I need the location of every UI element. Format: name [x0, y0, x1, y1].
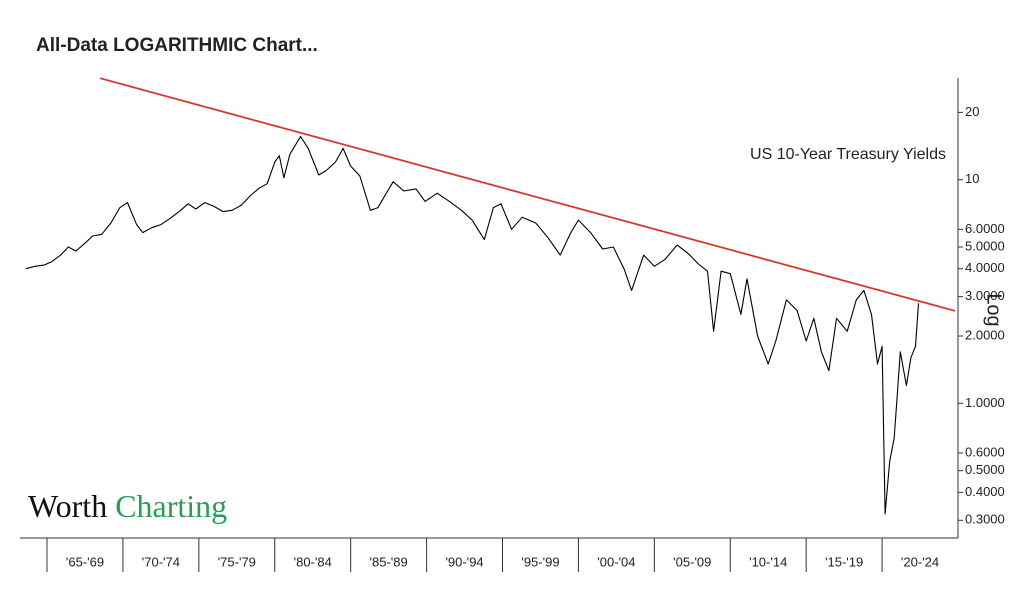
logo-text: Worth Charting	[28, 488, 227, 524]
y-tick-label: 6.0000	[965, 221, 1005, 236]
y-tick-label: 1.0000	[965, 395, 1005, 410]
x-tick-label: '15-'19	[825, 554, 863, 569]
x-tick-label: '20-'24	[901, 554, 939, 569]
y-tick-label: 5.0000	[965, 238, 1005, 253]
y-tick-label: 0.3000	[965, 512, 1005, 527]
annotation: US 10-Year Treasury Yields	[750, 146, 946, 163]
y-tick-label: 0.6000	[965, 444, 1005, 459]
log-label: Log	[983, 293, 1005, 326]
chart-title: All-Data LOGARITHMIC Chart...	[36, 35, 318, 56]
y-tick-label: 0.5000	[965, 462, 1005, 477]
y-tick-label: 3.0000	[965, 288, 1005, 303]
x-tick-label: '70-'74	[142, 554, 180, 569]
trendline	[99, 77, 956, 312]
y-tick-label: 20	[965, 104, 979, 119]
logo-word: Worth	[28, 488, 107, 524]
y-tick-label: 4.0000	[965, 260, 1005, 275]
x-tick-label: '05-'09	[673, 554, 711, 569]
x-tick-label: '90-'94	[445, 554, 483, 569]
y-tick-label: 2.0000	[965, 327, 1005, 342]
y-tick-label: 10	[965, 171, 979, 186]
x-tick-label: '65-'69	[66, 554, 104, 569]
x-tick-label: '75-'79	[218, 554, 256, 569]
logo-word: Charting	[115, 488, 227, 524]
x-tick-label: '85-'89	[370, 554, 408, 569]
x-tick-label: '10-'14	[749, 554, 787, 569]
y-tick-label: 0.4000	[965, 484, 1005, 499]
x-tick-label: '95-'99	[521, 554, 559, 569]
data-line	[25, 135, 920, 515]
x-tick-label: '00-'04	[597, 554, 635, 569]
x-tick-label: '80-'84	[294, 554, 332, 569]
